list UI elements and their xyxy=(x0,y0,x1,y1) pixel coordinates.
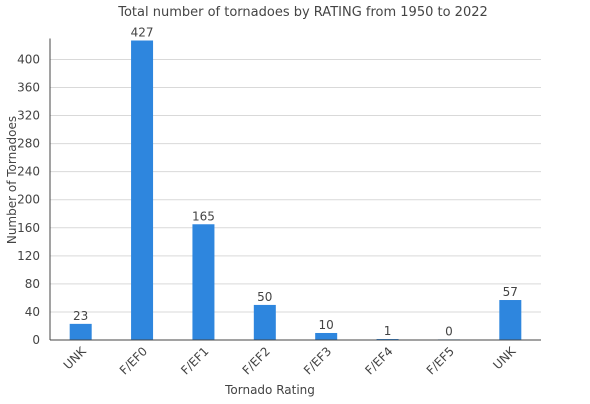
y-tick-label: 320 xyxy=(17,109,40,123)
gridlines xyxy=(50,58,541,313)
x-tick-label: F/EF3 xyxy=(301,344,334,377)
x-axis-title: Tornado Rating xyxy=(224,383,315,397)
data-label: 10 xyxy=(319,318,334,332)
x-tick-label: F/EF4 xyxy=(362,344,395,377)
bars xyxy=(69,40,522,340)
y-axis-title: Number of Tornadoes xyxy=(5,116,19,244)
axes: 0 40 80 120 160 200 240 280 320 360 400 UNK F/EF0 F/E… xyxy=(17,38,541,378)
y-tick-label: 280 xyxy=(17,137,40,151)
y-tick-label: 200 xyxy=(17,193,40,207)
data-label: 427 xyxy=(131,26,154,40)
bar-7 xyxy=(499,300,522,340)
y-tick-label: 40 xyxy=(25,305,40,319)
data-label: 0 xyxy=(445,324,453,338)
data-label: 1 xyxy=(384,324,392,338)
bar-0 xyxy=(69,323,92,340)
bar-4 xyxy=(315,332,338,340)
x-tick-label: F/EF1 xyxy=(178,344,211,377)
x-tick-label: UNK xyxy=(490,343,519,372)
bar-1 xyxy=(131,40,154,340)
data-label: 57 xyxy=(503,285,518,299)
bar-2 xyxy=(192,224,215,340)
data-label: 165 xyxy=(192,209,215,223)
x-tick-label: UNK xyxy=(61,343,90,372)
chart-title: Total number of tornadoes by RATING from… xyxy=(117,5,488,20)
y-tick-label: 120 xyxy=(17,249,40,263)
x-tick-label: F/EF2 xyxy=(240,344,273,377)
bar-3 xyxy=(253,304,276,340)
data-label: 23 xyxy=(73,309,88,323)
data-label: 50 xyxy=(257,290,272,304)
y-tick-label: 0 xyxy=(32,333,40,347)
y-tick-label: 360 xyxy=(17,80,40,94)
y-tick-label: 400 xyxy=(17,52,40,66)
x-tick-label: F/EF5 xyxy=(424,344,457,377)
x-tick-label: F/EF0 xyxy=(117,344,150,377)
y-tick-label: 80 xyxy=(25,277,40,291)
y-tick-label: 160 xyxy=(17,221,40,235)
y-tick-label: 240 xyxy=(17,165,40,179)
